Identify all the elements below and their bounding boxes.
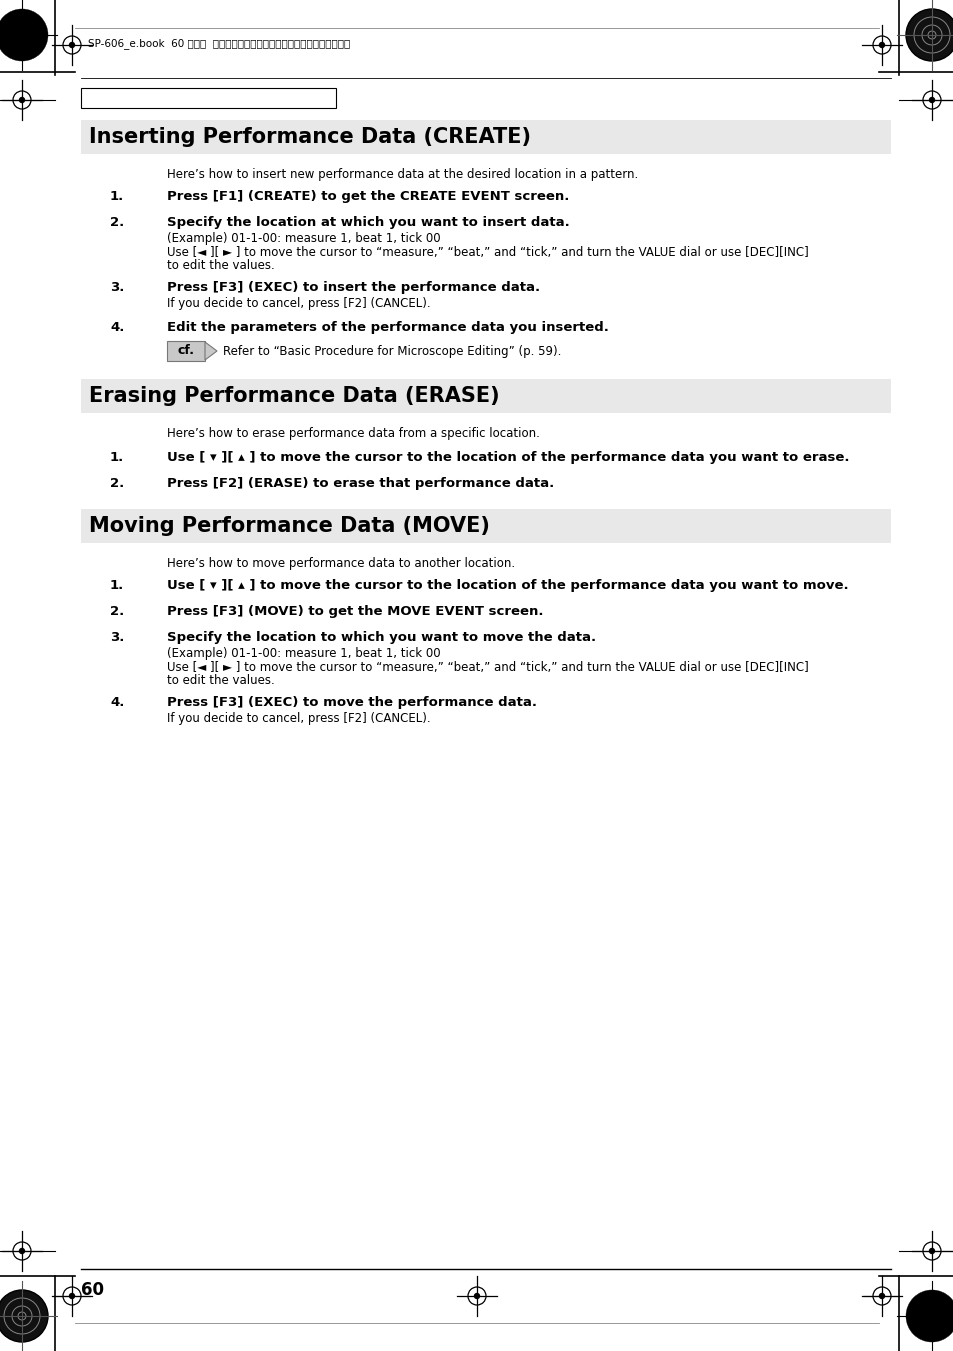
Text: Here’s how to insert new performance data at the desired location in a pattern.: Here’s how to insert new performance dat… <box>167 168 638 181</box>
Circle shape <box>879 1293 883 1298</box>
Circle shape <box>4 16 41 54</box>
Text: 2.: 2. <box>110 605 124 617</box>
Text: Chapter 6. Pattern Editing: Chapter 6. Pattern Editing <box>86 93 231 103</box>
Circle shape <box>928 97 934 103</box>
Circle shape <box>20 32 24 36</box>
Text: Use [ ▾ ][ ▴ ] to move the cursor to the location of the performance data you wa: Use [ ▾ ][ ▴ ] to move the cursor to the… <box>167 580 848 592</box>
Bar <box>81 120 890 154</box>
Text: Press [F3] (EXEC) to move the performance data.: Press [F3] (EXEC) to move the performanc… <box>167 696 537 709</box>
Text: 2.: 2. <box>110 477 124 490</box>
Text: cf.: cf. <box>177 345 194 358</box>
Circle shape <box>19 1248 25 1254</box>
Circle shape <box>0 9 48 61</box>
Text: Inserting Performance Data (CREATE): Inserting Performance Data (CREATE) <box>89 127 531 147</box>
Circle shape <box>474 1293 479 1298</box>
Bar <box>81 509 890 543</box>
Text: 1.: 1. <box>110 451 124 463</box>
Text: SP-606_e.book  60 ページ  ２００４年６月２１日　月曜日　午前１０時８分: SP-606_e.book 60 ページ ２００４年６月２１日 月曜日 午前１０… <box>88 39 350 50</box>
Text: 2.: 2. <box>110 216 124 230</box>
Circle shape <box>7 20 37 50</box>
Circle shape <box>70 42 74 47</box>
Text: 4.: 4. <box>110 696 124 709</box>
Text: 1.: 1. <box>110 580 124 592</box>
Text: to edit the values.: to edit the values. <box>167 259 274 272</box>
Circle shape <box>70 1293 74 1298</box>
Text: Press [F3] (MOVE) to get the MOVE EVENT screen.: Press [F3] (MOVE) to get the MOVE EVENT … <box>167 605 543 617</box>
Text: 1.: 1. <box>110 190 124 203</box>
Circle shape <box>905 9 953 61</box>
Text: (Example) 01-1-00: measure 1, beat 1, tick 00: (Example) 01-1-00: measure 1, beat 1, ti… <box>167 232 440 245</box>
Circle shape <box>14 27 30 42</box>
Text: 60: 60 <box>81 1281 104 1300</box>
Circle shape <box>916 1301 946 1331</box>
Circle shape <box>2 15 43 55</box>
Text: Use [◄ ][ ► ] to move the cursor to “measure,” “beat,” and “tick,” and turn the : Use [◄ ][ ► ] to move the cursor to “mea… <box>167 246 808 259</box>
Circle shape <box>907 1292 953 1340</box>
Circle shape <box>910 1296 951 1336</box>
Circle shape <box>918 1302 944 1329</box>
Circle shape <box>879 42 883 47</box>
Circle shape <box>905 1290 953 1342</box>
Bar <box>81 380 890 413</box>
Text: Use [◄ ][ ► ] to move the cursor to “measure,” “beat,” and “tick,” and turn the : Use [◄ ][ ► ] to move the cursor to “mea… <box>167 661 808 674</box>
Circle shape <box>0 1290 48 1342</box>
Text: If you decide to cancel, press [F2] (CANCEL).: If you decide to cancel, press [F2] (CAN… <box>167 297 430 309</box>
Text: Refer to “Basic Procedure for Microscope Editing” (p. 59).: Refer to “Basic Procedure for Microscope… <box>223 345 560 358</box>
Circle shape <box>9 22 35 49</box>
Text: to edit the values.: to edit the values. <box>167 674 274 688</box>
Bar <box>81 88 335 108</box>
Text: 4.: 4. <box>110 322 124 334</box>
Polygon shape <box>205 342 216 359</box>
Text: Press [F1] (CREATE) to get the CREATE EVENT screen.: Press [F1] (CREATE) to get the CREATE EV… <box>167 190 569 203</box>
Circle shape <box>912 1297 949 1335</box>
Circle shape <box>19 97 25 103</box>
Circle shape <box>928 1248 934 1254</box>
Text: Moving Performance Data (MOVE): Moving Performance Data (MOVE) <box>89 516 489 536</box>
Circle shape <box>0 11 46 59</box>
Bar <box>167 340 205 361</box>
Text: Specify the location at which you want to insert data.: Specify the location at which you want t… <box>167 216 569 230</box>
Text: Here’s how to erase performance data from a specific location.: Here’s how to erase performance data fro… <box>167 427 539 440</box>
Text: Press [F3] (EXEC) to insert the performance data.: Press [F3] (EXEC) to insert the performa… <box>167 281 539 295</box>
Text: Here’s how to move performance data to another location.: Here’s how to move performance data to a… <box>167 557 515 570</box>
Text: Use [ ▾ ][ ▴ ] to move the cursor to the location of the performance data you wa: Use [ ▾ ][ ▴ ] to move the cursor to the… <box>167 451 848 463</box>
Text: If you decide to cancel, press [F2] (CANCEL).: If you decide to cancel, press [F2] (CAN… <box>167 712 430 725</box>
Text: Specify the location to which you want to move the data.: Specify the location to which you want t… <box>167 631 596 644</box>
Text: Erasing Performance Data (ERASE): Erasing Performance Data (ERASE) <box>89 386 499 407</box>
Text: Edit the parameters of the performance data you inserted.: Edit the parameters of the performance d… <box>167 322 608 334</box>
Circle shape <box>923 1309 939 1324</box>
Text: 3.: 3. <box>110 281 124 295</box>
Text: (Example) 01-1-00: measure 1, beat 1, tick 00: (Example) 01-1-00: measure 1, beat 1, ti… <box>167 647 440 661</box>
Text: Press [F2] (ERASE) to erase that performance data.: Press [F2] (ERASE) to erase that perform… <box>167 477 554 490</box>
Text: 3.: 3. <box>110 631 124 644</box>
Circle shape <box>929 1315 933 1319</box>
